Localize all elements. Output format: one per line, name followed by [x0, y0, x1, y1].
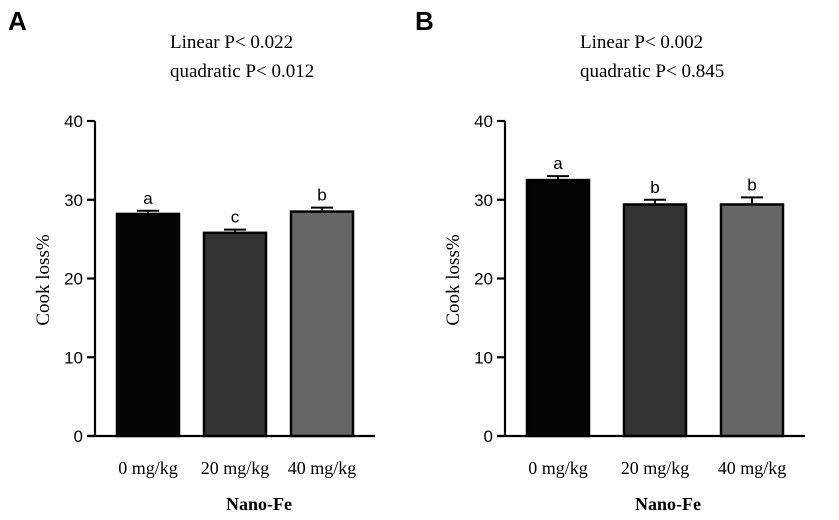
bar	[289, 210, 355, 438]
bar	[719, 203, 785, 438]
quadratic-p-value: quadratic P< 0.845	[580, 61, 724, 82]
significance-letter: b	[650, 178, 659, 197]
significance-letter: a	[553, 154, 563, 173]
significance-letter: a	[143, 189, 153, 208]
linear-p-value: Linear P< 0.022	[170, 32, 293, 53]
bar	[525, 178, 591, 438]
panel-letter: A	[8, 6, 27, 36]
y-tick-label: 20	[64, 270, 83, 289]
category-label: 0 mg/kg	[118, 458, 178, 478]
bar	[622, 203, 688, 438]
category-label: 0 mg/kg	[528, 458, 588, 478]
panel-letter: B	[415, 6, 434, 36]
y-tick-label: 30	[64, 191, 83, 210]
y-axis-title: Cook loss%	[443, 234, 464, 325]
y-tick-label: 10	[474, 348, 493, 367]
y-tick-label: 30	[474, 191, 493, 210]
category-label: 40 mg/kg	[718, 458, 787, 478]
plot-area: 0 10 20 30 40 a 0 mg/kg b 20 mg/kg b 40 mg/kg	[474, 112, 805, 478]
x-axis-title: Nano-Fe	[226, 494, 292, 514]
panel-b: B Linear P< 0.002 quadratic P< 0.845 Coo…	[415, 6, 805, 514]
y-axis-title: Cook loss%	[33, 234, 54, 325]
bar	[202, 231, 268, 438]
y-tick-label: 0	[484, 427, 493, 446]
panel-a: A Linear P< 0.022 quadratic P< 0.012 Coo…	[8, 6, 375, 514]
y-tick-label: 40	[64, 112, 83, 131]
linear-p-value: Linear P< 0.002	[580, 32, 703, 53]
bar	[115, 212, 181, 438]
category-label: 20 mg/kg	[201, 458, 270, 478]
category-label: 40 mg/kg	[288, 458, 357, 478]
category-label: 20 mg/kg	[621, 458, 690, 478]
significance-letter: c	[231, 208, 240, 227]
plot-area: 0 10 20 30 40 a 0 mg/kg c 20 mg/kg b 40 mg/kg	[64, 112, 375, 478]
y-tick-label: 40	[474, 112, 493, 131]
y-tick-label: 20	[474, 270, 493, 289]
quadratic-p-value: quadratic P< 0.012	[170, 61, 314, 82]
y-tick-label: 10	[64, 348, 83, 367]
y-tick-label: 0	[74, 427, 83, 446]
x-axis-title: Nano-Fe	[635, 494, 701, 514]
significance-letter: b	[747, 175, 756, 194]
significance-letter: b	[317, 186, 326, 205]
